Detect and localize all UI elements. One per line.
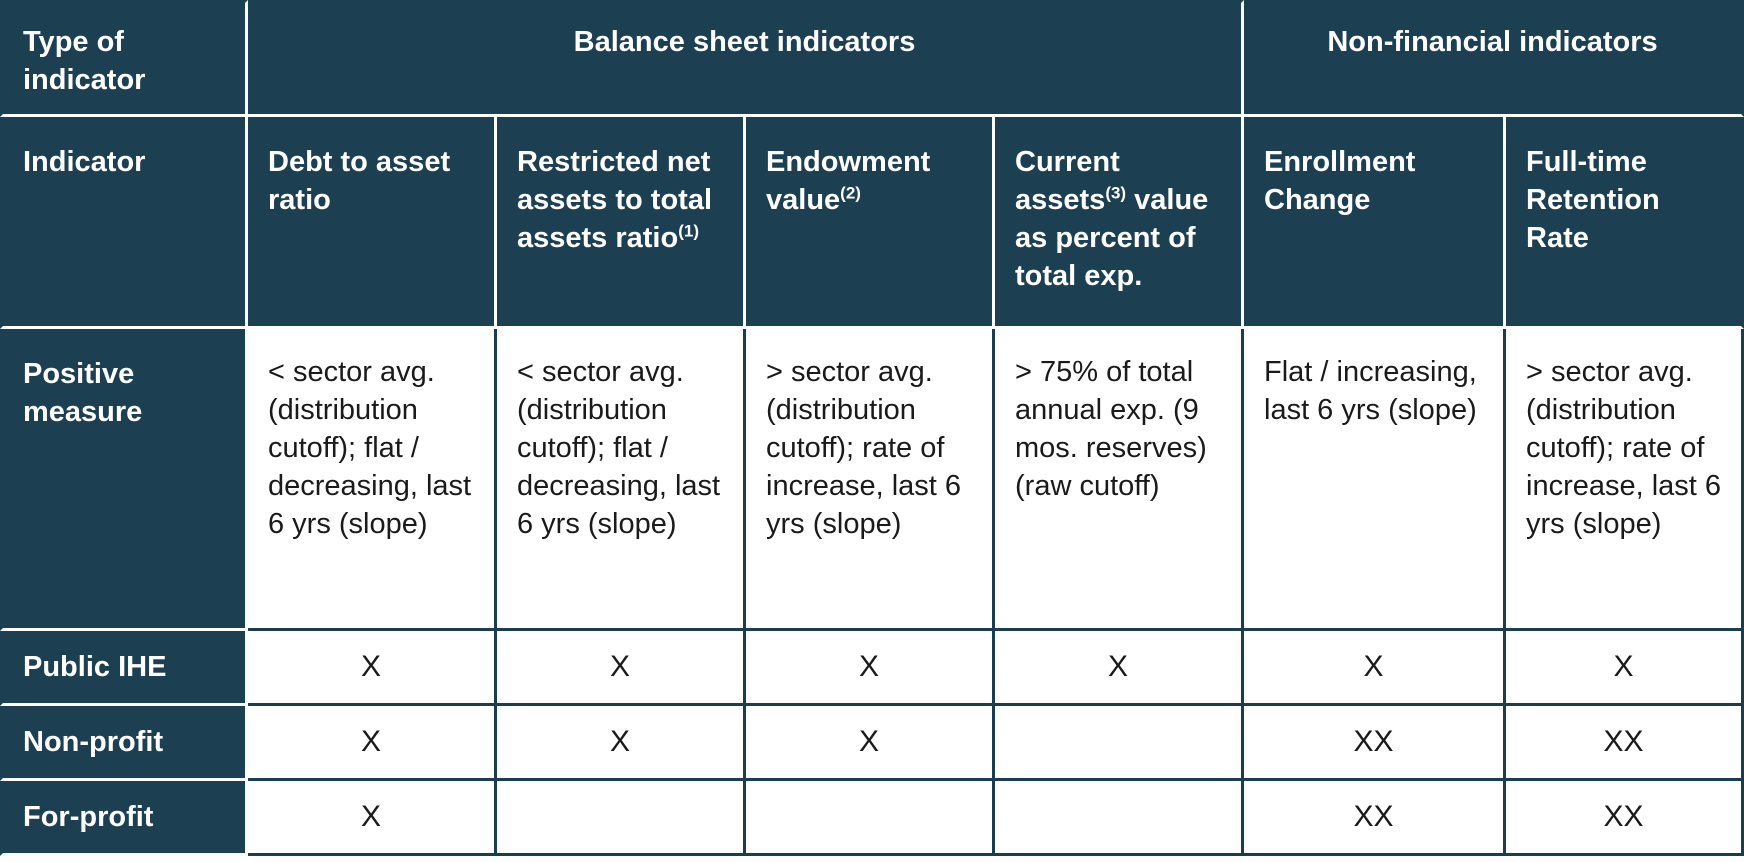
type-of-indicator-label: Type of indicator [23, 26, 146, 96]
mark-cell: X [248, 706, 497, 781]
mark-cell: X [248, 631, 497, 706]
endowment-measure: > sector avg. (distribution cutoff); rat… [766, 356, 962, 540]
indicator-label: Indicator [23, 146, 146, 178]
current-assets-text: Current assets(3) value as percent of to… [995, 117, 1241, 295]
positive-measure-label: Positive measure [23, 358, 143, 428]
row-label: Public IHE [23, 651, 167, 683]
mark-cell [995, 781, 1244, 856]
type-of-indicator-header: Type of indicator [0, 0, 248, 117]
positive-measure-header: Positive measure [0, 329, 248, 631]
footnote-2-marker: (2) [840, 183, 861, 203]
endowment-header: Endowment value(2) [746, 117, 995, 329]
debt-to-asset-measure: < sector avg. (distribution cutoff); fla… [268, 356, 472, 540]
current-assets-measure: > 75% of total annual exp. (9 mos. reser… [1015, 356, 1207, 502]
positive-measure-cell: > sector avg. (distribution cutoff); rat… [1506, 329, 1744, 631]
debt-to-asset-header: Debt to asset ratio [248, 117, 497, 329]
positive-measure-cell: > sector avg. (distribution cutoff); rat… [746, 329, 995, 631]
indicator-header: Indicator [0, 117, 248, 329]
restricted-net-assets-text: Restricted net assets to total assets ra… [497, 117, 743, 257]
footnote-1-marker: (1) [678, 221, 699, 241]
balance-sheet-label: Balance sheet indicators [573, 26, 916, 58]
mark-cell: X [1506, 631, 1744, 706]
enrollment-change-label: Enrollment Change [1264, 146, 1416, 216]
row-label-cell: Non-profit [0, 706, 248, 781]
mark-cell: X [746, 631, 995, 706]
mark-cell: XX [1506, 706, 1744, 781]
positive-measure-row: Positive measure < sector avg. (distribu… [0, 329, 1744, 631]
positive-measure-cell: < sector avg. (distribution cutoff); fla… [248, 329, 497, 631]
header-row-indicator: Indicator Debt to asset ratio Restricted… [0, 117, 1744, 329]
positive-measure-cell: > 75% of total annual exp. (9 mos. reser… [995, 329, 1244, 631]
mark-cell: X [1244, 631, 1506, 706]
restricted-net-assets-measure: < sector avg. (distribution cutoff); fla… [517, 356, 721, 540]
mark-cell [497, 781, 746, 856]
retention-rate-label: Full-time Retention Rate [1526, 146, 1660, 254]
endowment-text: Endowment value(2) [746, 117, 992, 219]
mark-cell: X [995, 631, 1244, 706]
mark-cell: XX [1244, 706, 1506, 781]
current-assets-header: Current assets(3) value as percent of to… [995, 117, 1244, 329]
non-financial-label: Non-financial indicators [1327, 26, 1658, 58]
row-label-cell: For-profit [0, 781, 248, 856]
table-row-public-ihe: Public IHE X X X X X X [0, 631, 1744, 706]
positive-measure-cell: Flat / increasing, last 6 yrs (slope) [1244, 329, 1506, 631]
restricted-net-assets-label: Restricted net assets to total assets ra… [517, 146, 712, 254]
table-row-for-profit: For-profit X XX XX [0, 781, 1744, 856]
mark-cell: XX [1506, 781, 1744, 856]
endowment-label: Endowment value [766, 146, 931, 216]
row-label: For-profit [23, 801, 154, 833]
current-assets-label-a: Current assets [1015, 146, 1120, 216]
mark-cell [746, 781, 995, 856]
mark-cell: X [497, 631, 746, 706]
header-row-type: Type of indicator Balance sheet indicato… [0, 0, 1744, 117]
mark-cell: X [248, 781, 497, 856]
row-label-cell: Public IHE [0, 631, 248, 706]
row-label: Non-profit [23, 726, 164, 758]
retention-rate-header: Full-time Retention Rate [1506, 117, 1744, 329]
balance-sheet-header: Balance sheet indicators [248, 0, 1244, 117]
footnote-3-marker: (3) [1105, 183, 1127, 203]
positive-measure-cell: < sector avg. (distribution cutoff); fla… [497, 329, 746, 631]
enrollment-change-header: Enrollment Change [1244, 117, 1506, 329]
non-financial-header: Non-financial indicators [1244, 0, 1744, 117]
mark-cell: X [746, 706, 995, 781]
mark-cell [995, 706, 1244, 781]
retention-rate-measure: > sector avg. (distribution cutoff); rat… [1526, 356, 1722, 540]
mark-cell: XX [1244, 781, 1506, 856]
debt-to-asset-label: Debt to asset ratio [268, 146, 451, 216]
mark-cell: X [497, 706, 746, 781]
current-assets-label-b: value as percent of total exp. [1015, 184, 1209, 292]
enrollment-change-measure: Flat / increasing, last 6 yrs (slope) [1264, 356, 1477, 426]
restricted-net-assets-header: Restricted net assets to total assets ra… [497, 117, 746, 329]
table-row-non-profit: Non-profit X X X XX XX [0, 706, 1744, 781]
